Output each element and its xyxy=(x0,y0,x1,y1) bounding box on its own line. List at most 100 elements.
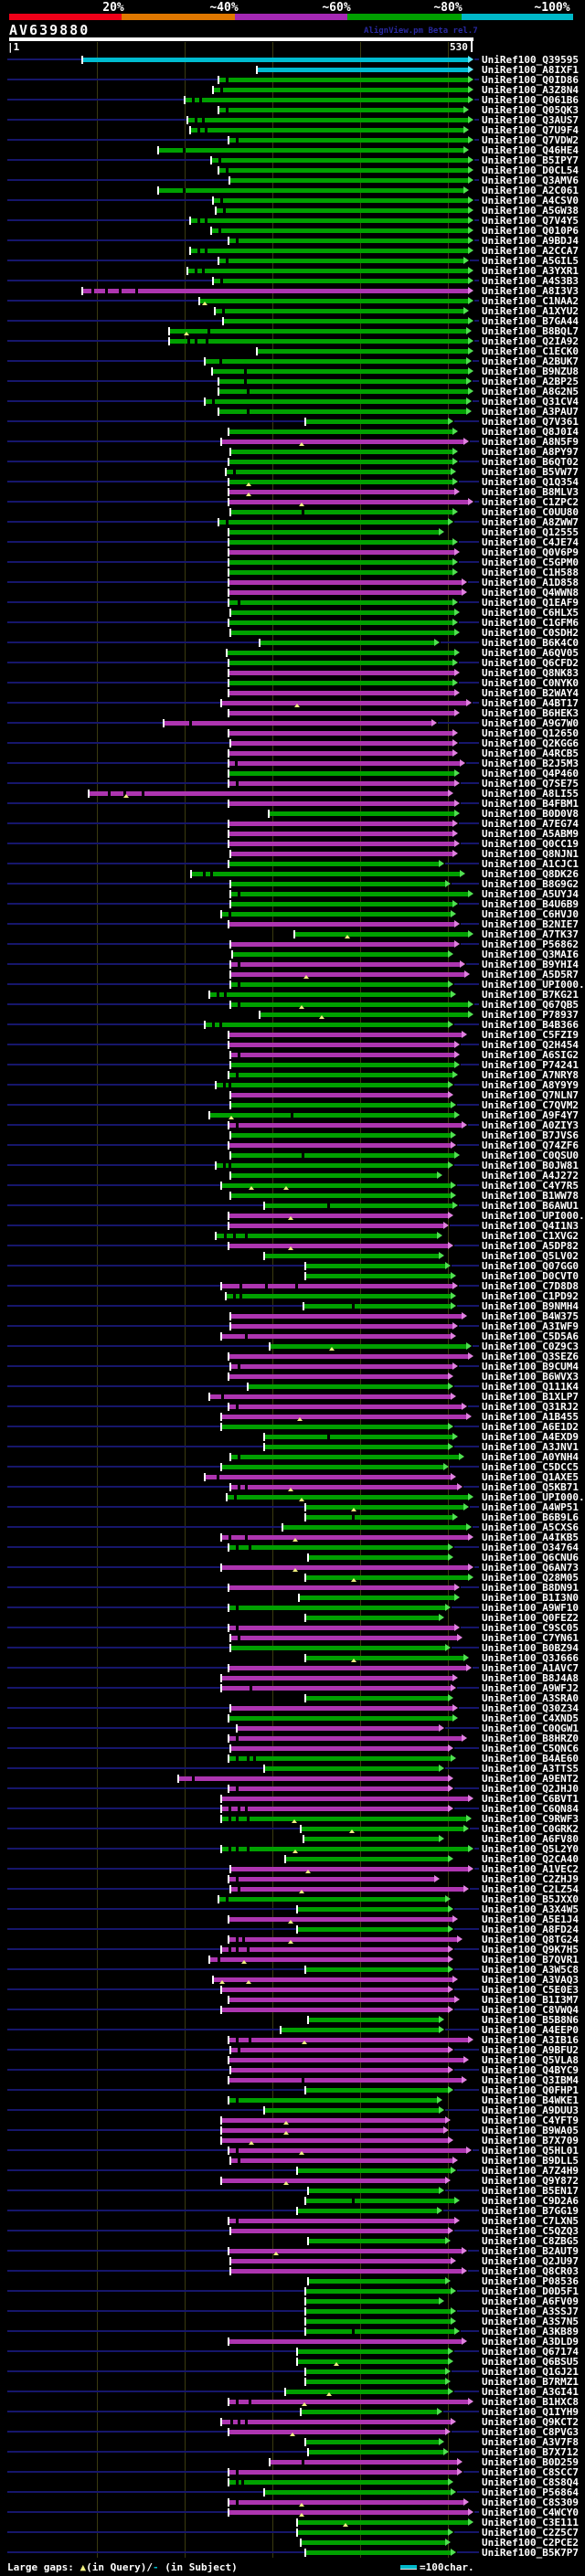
uniref-id-label: UniRef100_Q3AUS7 xyxy=(482,114,579,126)
uniref-id-label: UniRef100_C5E0E3 xyxy=(482,1984,579,1996)
uniref-id-label: UniRef100_A4BT17 xyxy=(482,697,579,709)
subject-gap-marker xyxy=(236,1756,239,1761)
row-guide-line xyxy=(7,762,228,764)
alignment-bar xyxy=(229,761,460,766)
subject-gap-marker xyxy=(226,168,229,173)
uniref-id-label: UniRef100_Q31RJ2 xyxy=(482,1401,579,1413)
uniref-id-label: UniRef100_C2Z5C7 xyxy=(482,2527,579,2539)
alignment-row: UniRef100_Q1AXE5 xyxy=(0,1472,585,1482)
arrowhead-icon xyxy=(452,1202,458,1209)
alignment-row: UniRef100_B1I3M7 xyxy=(0,1995,585,2005)
uniref-id-label: UniRef100_B7QVR1 xyxy=(482,1954,579,1966)
uniref-id-label: UniRef100_B2WAY4 xyxy=(482,687,579,699)
subject-gap-marker xyxy=(244,379,247,384)
subject-gap-marker xyxy=(233,1234,236,1238)
arrowhead-icon xyxy=(437,1232,442,1239)
arrowhead-icon xyxy=(452,1513,458,1521)
arrowhead-icon xyxy=(448,1553,453,1561)
alignment-start-tick xyxy=(228,2468,229,2476)
alignment-bar xyxy=(229,711,454,716)
subject-gap-marker xyxy=(229,1847,231,1851)
alignment-row: UniRef100_B4FBM1 xyxy=(0,799,585,809)
alignment-row: UniRef100_Q4WWN8 xyxy=(0,588,585,598)
alignment-row: UniRef100_O34764 xyxy=(0,1542,585,1553)
alignment-start-tick xyxy=(304,2438,306,2446)
arrowhead-icon xyxy=(454,1151,460,1159)
alignment-bar xyxy=(228,651,454,655)
row-guide-line xyxy=(7,139,228,141)
row-guide-line xyxy=(7,1003,229,1005)
row-guide-line xyxy=(7,863,228,864)
alignment-row: UniRef100_P74241 xyxy=(0,1060,585,1070)
alignment-row: UniRef100_Q1EAF9 xyxy=(0,598,585,608)
alignment-row: UniRef100_B0D0V8 xyxy=(0,809,585,819)
alignment-start-tick xyxy=(228,749,229,758)
alignment-bar xyxy=(229,922,454,927)
alignment-start-tick xyxy=(228,2096,229,2104)
alignment-row: UniRef100_B8G9G2 xyxy=(0,879,585,889)
alignment-bar xyxy=(309,2189,439,2193)
arrowhead-icon xyxy=(448,1945,453,1953)
alignment-row: UniRef100_A1AVC7 xyxy=(0,1663,585,1673)
alignment-start-tick xyxy=(220,1423,222,1431)
uniref-id-label: UniRef100_A5GW38 xyxy=(482,205,579,217)
alignment-start-tick xyxy=(218,518,219,526)
alignment-bar xyxy=(231,1063,454,1067)
row-guide-line xyxy=(7,1023,204,1025)
arrowhead-icon xyxy=(452,1674,458,1681)
alignment-start-tick xyxy=(229,900,231,908)
alignment-row: UniRef100_C9SC05 xyxy=(0,1623,585,1633)
alignment-bar xyxy=(229,751,452,756)
alignment-start-tick xyxy=(190,870,192,878)
row-guide-line xyxy=(7,159,210,161)
row-guide-line xyxy=(459,601,479,603)
alignment-bar xyxy=(265,2490,451,2495)
alignment-row: UniRef100_A3YXR1 xyxy=(0,266,585,276)
row-guide-line xyxy=(470,1828,479,1829)
alignment-bar xyxy=(229,500,468,504)
alignment-row: UniRef100_Q111K4 xyxy=(0,1382,585,1392)
alignment-start-tick xyxy=(215,1161,217,1170)
uniref-id-label: UniRef100_C0QGW1 xyxy=(482,1723,579,1734)
alignment-row: UniRef100_Q1Q354 xyxy=(0,477,585,487)
alignment-start-tick xyxy=(212,86,214,94)
row-guide-line xyxy=(474,139,479,141)
alignment-row: UniRef100_A1VEC2 xyxy=(0,1864,585,1874)
alignment-row: UniRef100_C0GRK2 xyxy=(0,1824,585,1834)
subject-gap-marker xyxy=(108,791,111,796)
alignment-bar xyxy=(229,822,452,826)
arrowhead-icon xyxy=(437,2408,442,2415)
arrowhead-icon xyxy=(448,1925,453,1933)
alignment-bar xyxy=(222,1797,468,1801)
arrowhead-icon xyxy=(451,910,456,917)
alignment-start-tick xyxy=(228,2217,229,2225)
alignment-start-tick xyxy=(304,418,306,426)
arrowhead-icon xyxy=(445,1604,451,1611)
arrowhead-icon xyxy=(443,2126,449,2134)
alignment-start-tick xyxy=(304,2297,306,2306)
uniref-id-label: UniRef100_Q3AMV6 xyxy=(482,175,579,186)
gridline xyxy=(97,42,98,2558)
alignment-row: UniRef100_C5DCC5 xyxy=(0,1462,585,1472)
subject-gap-marker xyxy=(244,369,247,374)
alignment-bar xyxy=(265,1254,439,1258)
alignment-row: UniRef100_B8J4A8 xyxy=(0,1673,585,1683)
alignment-row: UniRef100_B6K4C0 xyxy=(0,638,585,648)
uniref-id-label: UniRef100_B9YHI4 xyxy=(482,959,579,970)
arrowhead-icon xyxy=(437,2096,442,2104)
arrowhead-icon xyxy=(459,1453,464,1460)
alignment-row: UniRef100_B8HRZ0 xyxy=(0,1733,585,1744)
alignment-bar xyxy=(229,1043,454,1047)
uniref-id-label: UniRef100_A5GIL5 xyxy=(482,255,579,267)
uniref-id-label: UniRef100_A5E1J4 xyxy=(482,1913,579,1925)
alignment-row: UniRef100_C0UU80 xyxy=(0,507,585,517)
alignment-start-tick xyxy=(220,1332,222,1341)
alignment-bar xyxy=(231,1153,454,1158)
uniref-id-label: UniRef100_Q3SEZ6 xyxy=(482,1351,579,1362)
arrowhead-icon xyxy=(462,2337,467,2345)
arrowhead-icon xyxy=(468,890,473,897)
alignment-bar xyxy=(191,128,463,133)
arrowhead-icon xyxy=(454,1061,460,1068)
arrowhead-icon xyxy=(468,317,473,324)
alignment-row: UniRef100_B8MLV3 xyxy=(0,487,585,497)
